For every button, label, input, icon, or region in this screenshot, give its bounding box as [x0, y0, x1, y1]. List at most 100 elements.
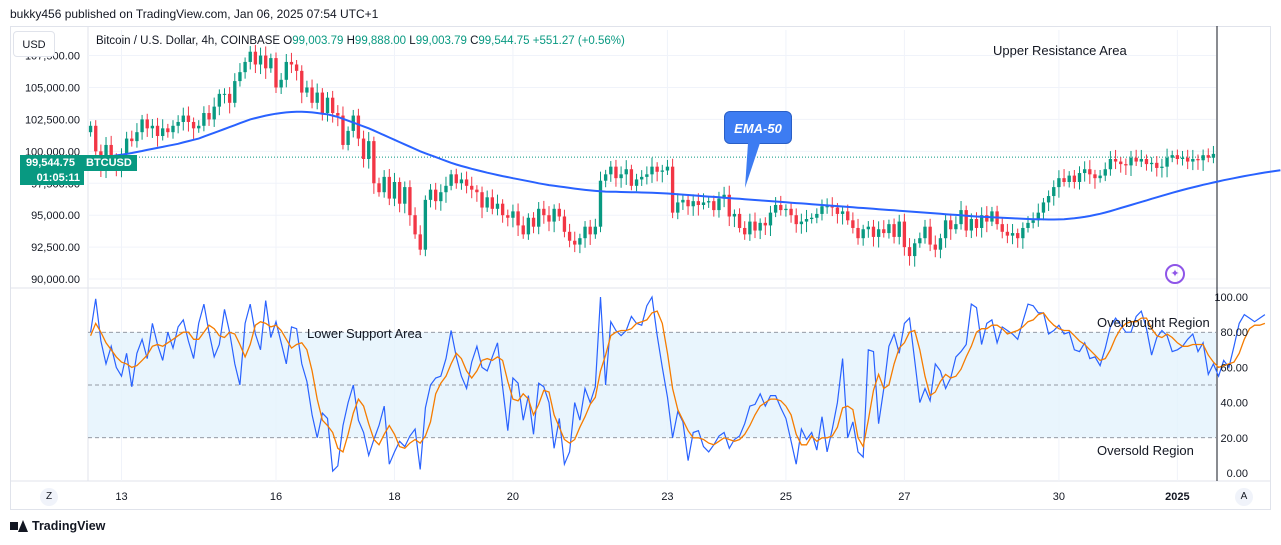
candle-body: [403, 187, 407, 204]
candle-body: [773, 204, 778, 213]
candle-body: [233, 81, 237, 103]
zoom-button[interactable]: Z: [40, 488, 58, 506]
candle-body: [959, 210, 963, 225]
candle-body: [1005, 231, 1010, 236]
candle-body: [130, 138, 134, 142]
time-tick-label: 20: [507, 491, 519, 503]
candle-body: [825, 206, 829, 208]
candle-body: [907, 247, 912, 257]
high-label: H: [346, 35, 355, 47]
countdown-value: 01:05:11: [36, 172, 80, 184]
candle-body: [279, 79, 283, 88]
candle-body: [840, 211, 845, 214]
price-tick-label: 95,000.00: [31, 210, 80, 222]
candle-body: [171, 125, 175, 133]
currency-button[interactable]: USD: [13, 31, 55, 57]
candle-body: [650, 166, 654, 175]
candle-body: [521, 225, 525, 235]
candle-body: [789, 208, 793, 216]
candle-body: [305, 87, 309, 93]
candle-body: [784, 208, 788, 211]
candle-body: [686, 199, 690, 207]
candle-body: [1124, 164, 1128, 166]
candle-body: [598, 180, 603, 227]
candle-body: [542, 208, 546, 216]
candle-body: [526, 217, 531, 235]
candle-body: [454, 174, 458, 184]
candle-body: [619, 174, 623, 179]
candle-body: [804, 219, 809, 222]
candle-body: [614, 166, 618, 179]
candle-body: [1098, 175, 1102, 179]
candle-body: [1041, 202, 1046, 213]
close-value: 99,544.75: [478, 35, 530, 47]
candle-body: [706, 201, 711, 203]
candle-body: [928, 226, 932, 245]
candle-body: [763, 222, 767, 226]
candle-body: [511, 211, 515, 218]
candle-body: [794, 215, 798, 225]
candle-body: [933, 244, 937, 250]
candle-body: [1088, 169, 1092, 175]
candle-body: [320, 92, 325, 114]
auto-scale-button[interactable]: A: [1235, 488, 1253, 506]
stoch-tick-label: 60.00: [1220, 362, 1248, 374]
candle-body: [1036, 212, 1040, 221]
low-value: 99,003.79: [415, 35, 467, 47]
candle-body: [300, 70, 304, 93]
candle-body: [861, 229, 865, 239]
candle-body: [856, 227, 860, 239]
candle-body: [913, 243, 917, 257]
candle-body: [341, 115, 345, 145]
candle-body: [871, 226, 876, 237]
overbought-label: Overbought Region: [1097, 315, 1210, 330]
candle-body: [202, 113, 206, 126]
stoch-k-line: [90, 295, 1266, 473]
candle-body: [428, 189, 433, 200]
candle-body: [583, 226, 587, 239]
candle-body: [743, 227, 747, 235]
candle-body: [284, 61, 288, 80]
candle-body: [624, 169, 628, 175]
candle-body: [809, 217, 814, 220]
candle-body: [882, 229, 886, 234]
candle-body: [140, 119, 144, 133]
candle-body: [1108, 159, 1113, 170]
candle-body: [470, 185, 474, 190]
candle-body: [124, 138, 129, 154]
candle-body: [217, 93, 222, 107]
candle-body: [418, 234, 422, 250]
candle-body: [562, 216, 567, 232]
candle-body: [640, 176, 644, 180]
candle-body: [1016, 233, 1020, 239]
candle-body: [979, 215, 984, 228]
candle-body: [645, 174, 649, 177]
candle-body: [248, 51, 252, 62]
candle-body: [866, 226, 871, 230]
candle-body: [1129, 157, 1133, 166]
candle-body: [696, 201, 701, 205]
candle-body: [1046, 196, 1051, 203]
candle-body: [779, 204, 783, 211]
candle-body: [444, 185, 448, 193]
candle-body: [289, 61, 294, 65]
candle-body: [382, 176, 386, 193]
candle-body: [490, 197, 495, 209]
candle-body: [609, 166, 613, 175]
candle-body: [964, 210, 968, 231]
candle-body: [1067, 175, 1071, 182]
candle-body: [1155, 162, 1159, 168]
candle-body: [547, 215, 551, 222]
time-tick-label: 16: [270, 491, 282, 503]
candle-body: [372, 141, 376, 184]
candle-body: [846, 211, 850, 221]
candle-body: [897, 221, 901, 237]
candle-body: [727, 194, 731, 217]
candle-body: [433, 189, 438, 202]
candle-body: [1134, 157, 1138, 162]
target-icon[interactable]: ✦: [1165, 264, 1185, 284]
candle-body: [578, 238, 582, 245]
candle-body: [346, 130, 350, 145]
